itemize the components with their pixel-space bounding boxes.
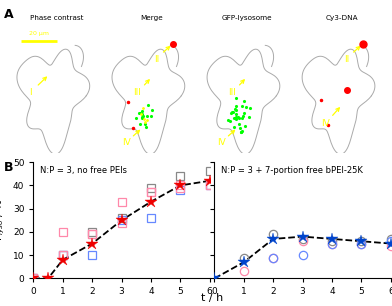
Text: II: II (344, 54, 349, 64)
Text: I: I (29, 88, 32, 97)
Text: Merge: Merge (141, 15, 163, 21)
Text: B: B (4, 161, 13, 174)
Text: II: II (154, 54, 159, 64)
Text: GFP-lysosome: GFP-lysosome (222, 15, 272, 21)
Text: A: A (4, 8, 14, 21)
Text: N:P = 3, no free PEIs: N:P = 3, no free PEIs (40, 166, 127, 175)
Text: Cy3-DNA: Cy3-DNA (326, 15, 358, 21)
Y-axis label: F$_{lyso}$ / %: F$_{lyso}$ / % (0, 199, 7, 241)
Text: IV: IV (122, 138, 131, 147)
Text: III: III (133, 88, 141, 97)
Text: III: III (228, 88, 236, 97)
Text: IV: IV (321, 119, 330, 128)
Text: t / h: t / h (201, 293, 223, 303)
Text: Phase contrast: Phase contrast (30, 15, 83, 21)
Text: IV: IV (217, 138, 226, 147)
Text: N:P = 3 + 7-portion free bPEI-25K: N:P = 3 + 7-portion free bPEI-25K (221, 166, 363, 175)
Text: 20 μm: 20 μm (29, 31, 49, 36)
